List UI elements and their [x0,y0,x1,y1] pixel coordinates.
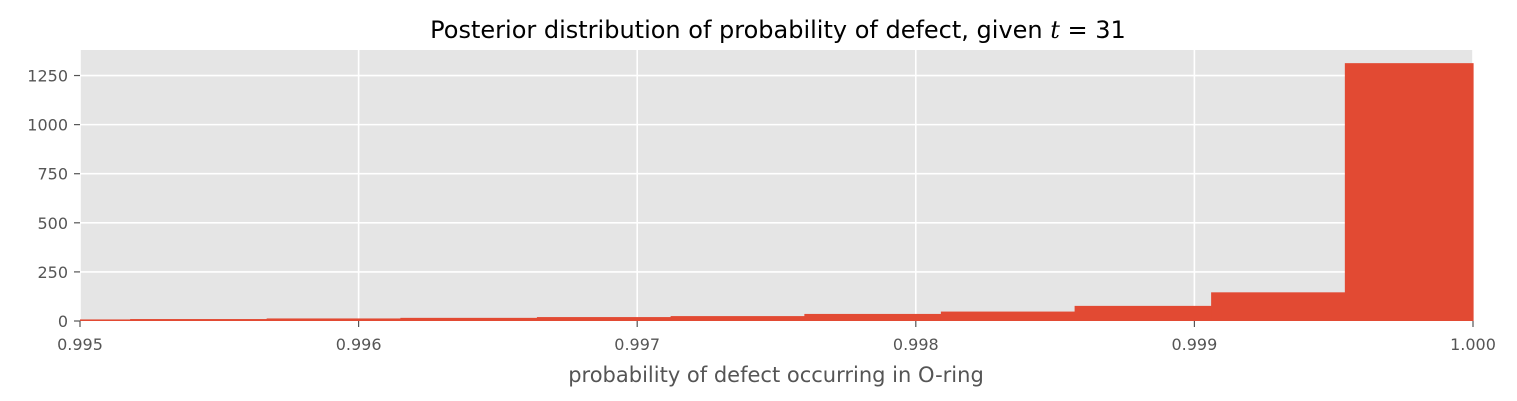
chart-title-equation: = 31 [1060,16,1126,44]
histogram-bars [80,63,1474,321]
chart-title-variable: t [1050,16,1060,44]
histogram-bar [670,316,805,321]
histogram-bar [804,313,942,321]
y-axis-ticks: 0 250 500 750 1000 1250 [27,67,80,331]
x-tick-label: 0.998 [893,335,939,354]
chart-title-prefix: Posterior distribution of probability of… [430,16,1050,44]
y-tick-label: 500 [37,214,68,233]
x-tick-label: 0.996 [336,335,382,354]
histogram-bar [130,319,268,321]
histogram-bar [1211,292,1346,321]
x-axis-ticks: 0.995 0.996 0.997 0.998 0.999 1.000 [57,321,1496,354]
y-tick-label: 750 [37,165,68,184]
histogram-bar [536,317,672,321]
histogram-bar [1074,305,1212,321]
y-tick-label: 0 [58,312,68,331]
chart-title: Posterior distribution of probability of… [430,16,1126,44]
histogram-bar [80,319,131,321]
plot-area [80,50,1473,321]
x-tick-label: 0.997 [614,335,660,354]
x-axis-label: probability of defect occurring in O-rin… [568,363,984,387]
y-tick-label: 250 [37,263,68,282]
y-tick-label: 1000 [27,116,68,135]
x-tick-label: 0.999 [1171,335,1217,354]
histogram-bar [1344,63,1474,321]
histogram-bar [940,311,1076,321]
histogram-bar [400,317,538,321]
y-tick-label: 1250 [27,67,68,86]
x-tick-label: 1.000 [1450,335,1496,354]
x-tick-label: 0.995 [57,335,103,354]
histogram-bar [266,318,401,321]
